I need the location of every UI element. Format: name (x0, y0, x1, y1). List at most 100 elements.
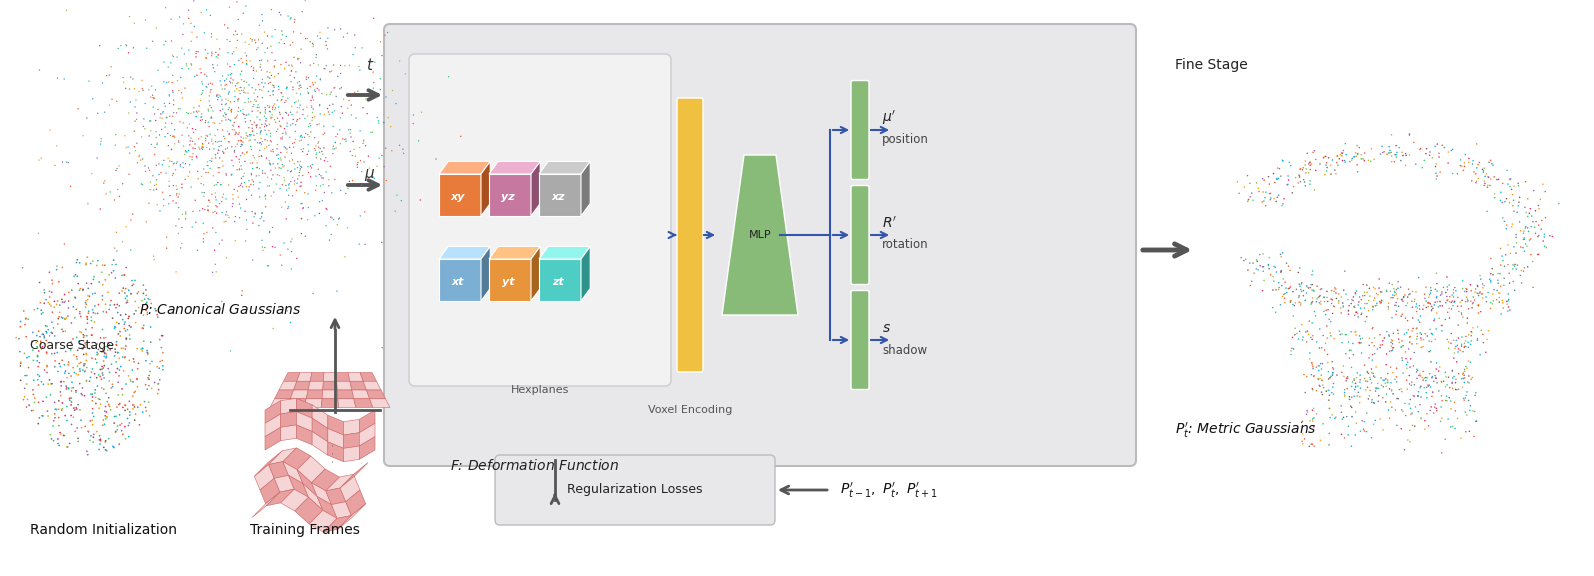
Point (191, 180, 217, 190)
Point (276, 202, 301, 211)
Point (105, 391, 131, 400)
Point (333, 134, 359, 143)
Point (1360, 302, 1385, 312)
Point (306, 170, 332, 179)
Point (105, 425, 131, 434)
Point (1321, 302, 1347, 311)
Point (1298, 283, 1323, 292)
Point (1441, 354, 1466, 363)
Point (1495, 302, 1521, 312)
Point (383, 99, 408, 108)
Point (1384, 394, 1409, 403)
Point (116, 85, 142, 94)
Point (199, 112, 225, 122)
Point (113, 434, 139, 444)
Point (1347, 398, 1372, 407)
Point (1298, 176, 1323, 185)
Point (143, 175, 169, 184)
Point (1379, 157, 1404, 166)
Point (1452, 365, 1478, 374)
Point (250, 168, 276, 177)
Point (121, 309, 147, 319)
Point (1444, 340, 1470, 350)
Point (73, 340, 99, 349)
Point (62, 313, 88, 323)
Point (183, 52, 209, 62)
Point (354, 109, 379, 118)
Point (151, 58, 177, 67)
Point (26, 370, 51, 380)
Point (86, 349, 112, 358)
Point (1411, 335, 1436, 344)
Point (234, 60, 260, 69)
Point (293, 34, 319, 43)
Point (33, 348, 59, 357)
Point (1299, 370, 1325, 379)
Point (67, 366, 92, 376)
Point (1376, 142, 1401, 151)
Point (1444, 385, 1470, 395)
Point (204, 180, 230, 190)
Point (38, 287, 64, 297)
Point (328, 139, 354, 149)
Point (1500, 260, 1525, 270)
Point (257, 68, 282, 77)
Point (1366, 397, 1392, 406)
Polygon shape (279, 381, 296, 390)
Point (1423, 160, 1449, 169)
Point (88, 139, 113, 149)
Point (1313, 151, 1339, 161)
Point (1441, 348, 1466, 358)
Point (1443, 374, 1468, 384)
Point (51, 240, 77, 249)
Point (1356, 296, 1382, 305)
Point (70, 344, 96, 354)
Point (1423, 404, 1449, 413)
Point (151, 156, 177, 165)
Point (1379, 378, 1404, 387)
Point (78, 313, 104, 322)
Point (49, 263, 75, 272)
Point (327, 125, 352, 134)
Text: $P^{\prime}_{t-1},\ P^{\prime}_t,\ P^{\prime}_{t+1}$: $P^{\prime}_{t-1},\ P^{\prime}_t,\ P^{\p… (840, 480, 937, 499)
Point (62, 406, 88, 415)
Point (222, 118, 247, 127)
Point (276, 12, 301, 21)
Point (1294, 281, 1320, 290)
Point (21, 305, 46, 314)
Point (1298, 180, 1323, 189)
Point (129, 296, 155, 305)
Point (73, 376, 99, 385)
Point (1329, 149, 1355, 158)
Point (281, 27, 306, 36)
Point (137, 375, 163, 384)
Point (29, 336, 54, 346)
Text: $s$: $s$ (881, 321, 891, 335)
Point (247, 108, 273, 117)
Point (1404, 367, 1430, 377)
Point (1425, 302, 1451, 312)
Point (80, 323, 105, 332)
Point (284, 179, 309, 188)
Point (1447, 156, 1473, 165)
Point (238, 130, 263, 139)
Point (298, 161, 324, 170)
Point (1474, 169, 1500, 179)
Point (69, 328, 94, 337)
Polygon shape (438, 161, 491, 174)
Point (1266, 164, 1291, 173)
Point (1320, 156, 1345, 165)
Point (347, 143, 373, 152)
Point (1320, 295, 1345, 305)
Point (1369, 142, 1395, 151)
Point (129, 324, 155, 333)
Point (320, 122, 346, 131)
Point (80, 94, 105, 103)
Point (1309, 297, 1334, 306)
Point (1345, 381, 1371, 391)
Text: xy: xy (451, 192, 465, 202)
Point (182, 22, 207, 31)
Point (1532, 187, 1557, 196)
Polygon shape (296, 470, 317, 497)
Point (1452, 342, 1478, 351)
